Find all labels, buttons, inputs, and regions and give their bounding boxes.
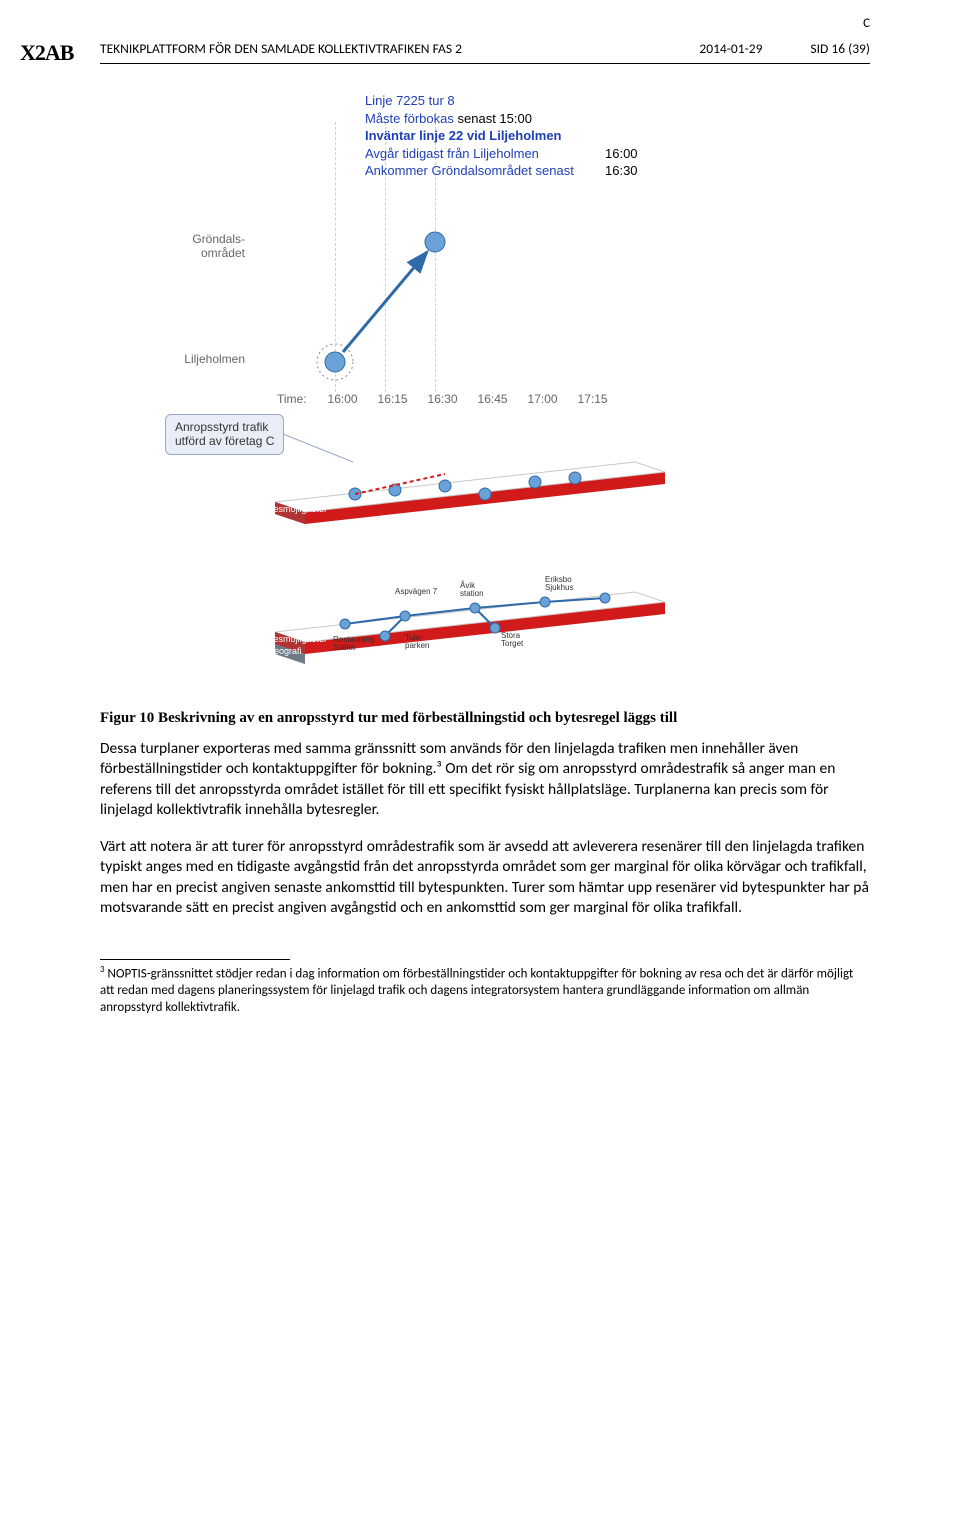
mini-label: parken <box>405 641 429 650</box>
mini-label: Torget <box>501 639 524 648</box>
timeline-tick: 17:00 <box>523 392 563 406</box>
header-rule <box>100 63 870 64</box>
timeline-tick: 16:30 <box>423 392 463 406</box>
info-row-4-label: Avgår tidigast från Liljeholmen <box>365 145 605 163</box>
header-date: 2014-01-29 <box>699 40 762 57</box>
footnote-text: NOPTIS-gränssnittet stödjer redan i dag … <box>100 966 853 1015</box>
chart-svg <box>245 212 565 412</box>
trip-info-block: Linje 7225 tur 8 Måste förbokas senast 1… <box>365 92 665 180</box>
node-grondals <box>425 232 445 252</box>
timeline-tick: 16:45 <box>473 392 513 406</box>
slab-1: Resmöjligheter <box>245 412 685 542</box>
slab-1-label: Resmöjligheter <box>267 504 327 514</box>
mini-label: Stället <box>333 643 356 652</box>
slab-2-geo-label: Geografi <box>267 646 302 656</box>
info-line-2: Måste förbokas senast 15:00 <box>365 110 665 128</box>
mini-label: Sjukhus <box>545 583 573 592</box>
info-line-1: Linje 7225 tur 8 <box>365 92 665 110</box>
header-line: TEKNIKPLATTFORM FÖR DEN SAMLADE KOLLEKTI… <box>100 40 870 57</box>
info-row-5-label: Ankommer Gröndalsområdet senast <box>365 162 605 180</box>
timeline-tick: 16:15 <box>373 392 413 406</box>
header-page: SID 16 (39) <box>810 40 870 57</box>
mini-label: Aspvägen 7 <box>395 587 438 596</box>
page-header: C X2AB TEKNIKPLATTFORM FÖR DEN SAMLADE K… <box>100 40 870 57</box>
paragraph-2: Värt att notera är att turer för anropss… <box>100 837 870 919</box>
mini-label: station <box>460 589 484 598</box>
corner-letter: C <box>863 16 870 31</box>
logo: X2AB <box>20 40 73 66</box>
slab-2: Aspvägen 7 Åvik station Eriksbo Sjukhus … <box>245 532 685 682</box>
footnote-marker: 3 <box>100 964 105 975</box>
node-liljeholmen <box>325 352 345 372</box>
page: C X2AB TEKNIKPLATTFORM FÖR DEN SAMLADE K… <box>0 0 960 1057</box>
info-line-2b: senast 15:00 <box>458 111 532 126</box>
figure-caption: Figur 10 Beskrivning av en anropsstyrd t… <box>100 710 870 727</box>
footnote: 3 NOPTIS-gränssnittet stödjer redan i da… <box>100 964 870 1017</box>
info-line-2a: Måste förbokas <box>365 111 458 126</box>
footnote-rule <box>100 959 290 960</box>
timeline: Time: 16:00 16:15 16:30 16:45 17:00 17:1… <box>275 392 615 406</box>
trip-arrow <box>343 252 427 352</box>
paragraph-1: Dessa turplaner exporteras med samma grä… <box>100 739 870 821</box>
info-row-5-value: 16:30 <box>605 162 665 180</box>
timeline-tick: 17:15 <box>573 392 613 406</box>
timeline-tick: 16:00 <box>323 392 363 406</box>
y-label-bottom: Liljeholmen <box>165 352 245 366</box>
diagram: Linje 7225 tur 8 Måste förbokas senast 1… <box>165 92 805 682</box>
y-label-top: Gröndals- området <box>165 232 245 260</box>
timeline-label: Time: <box>277 392 307 406</box>
slab-2-label: Resmöjligheter <box>267 634 327 644</box>
info-row-4-value: 16:00 <box>605 145 665 163</box>
info-row-4: Avgår tidigast från Liljeholmen 16:00 <box>365 145 665 163</box>
info-row-5: Ankommer Gröndalsområdet senast 16:30 <box>365 162 665 180</box>
header-title: TEKNIKPLATTFORM FÖR DEN SAMLADE KOLLEKTI… <box>100 40 679 57</box>
info-line-3: Inväntar linje 22 vid Liljeholmen <box>365 127 665 145</box>
